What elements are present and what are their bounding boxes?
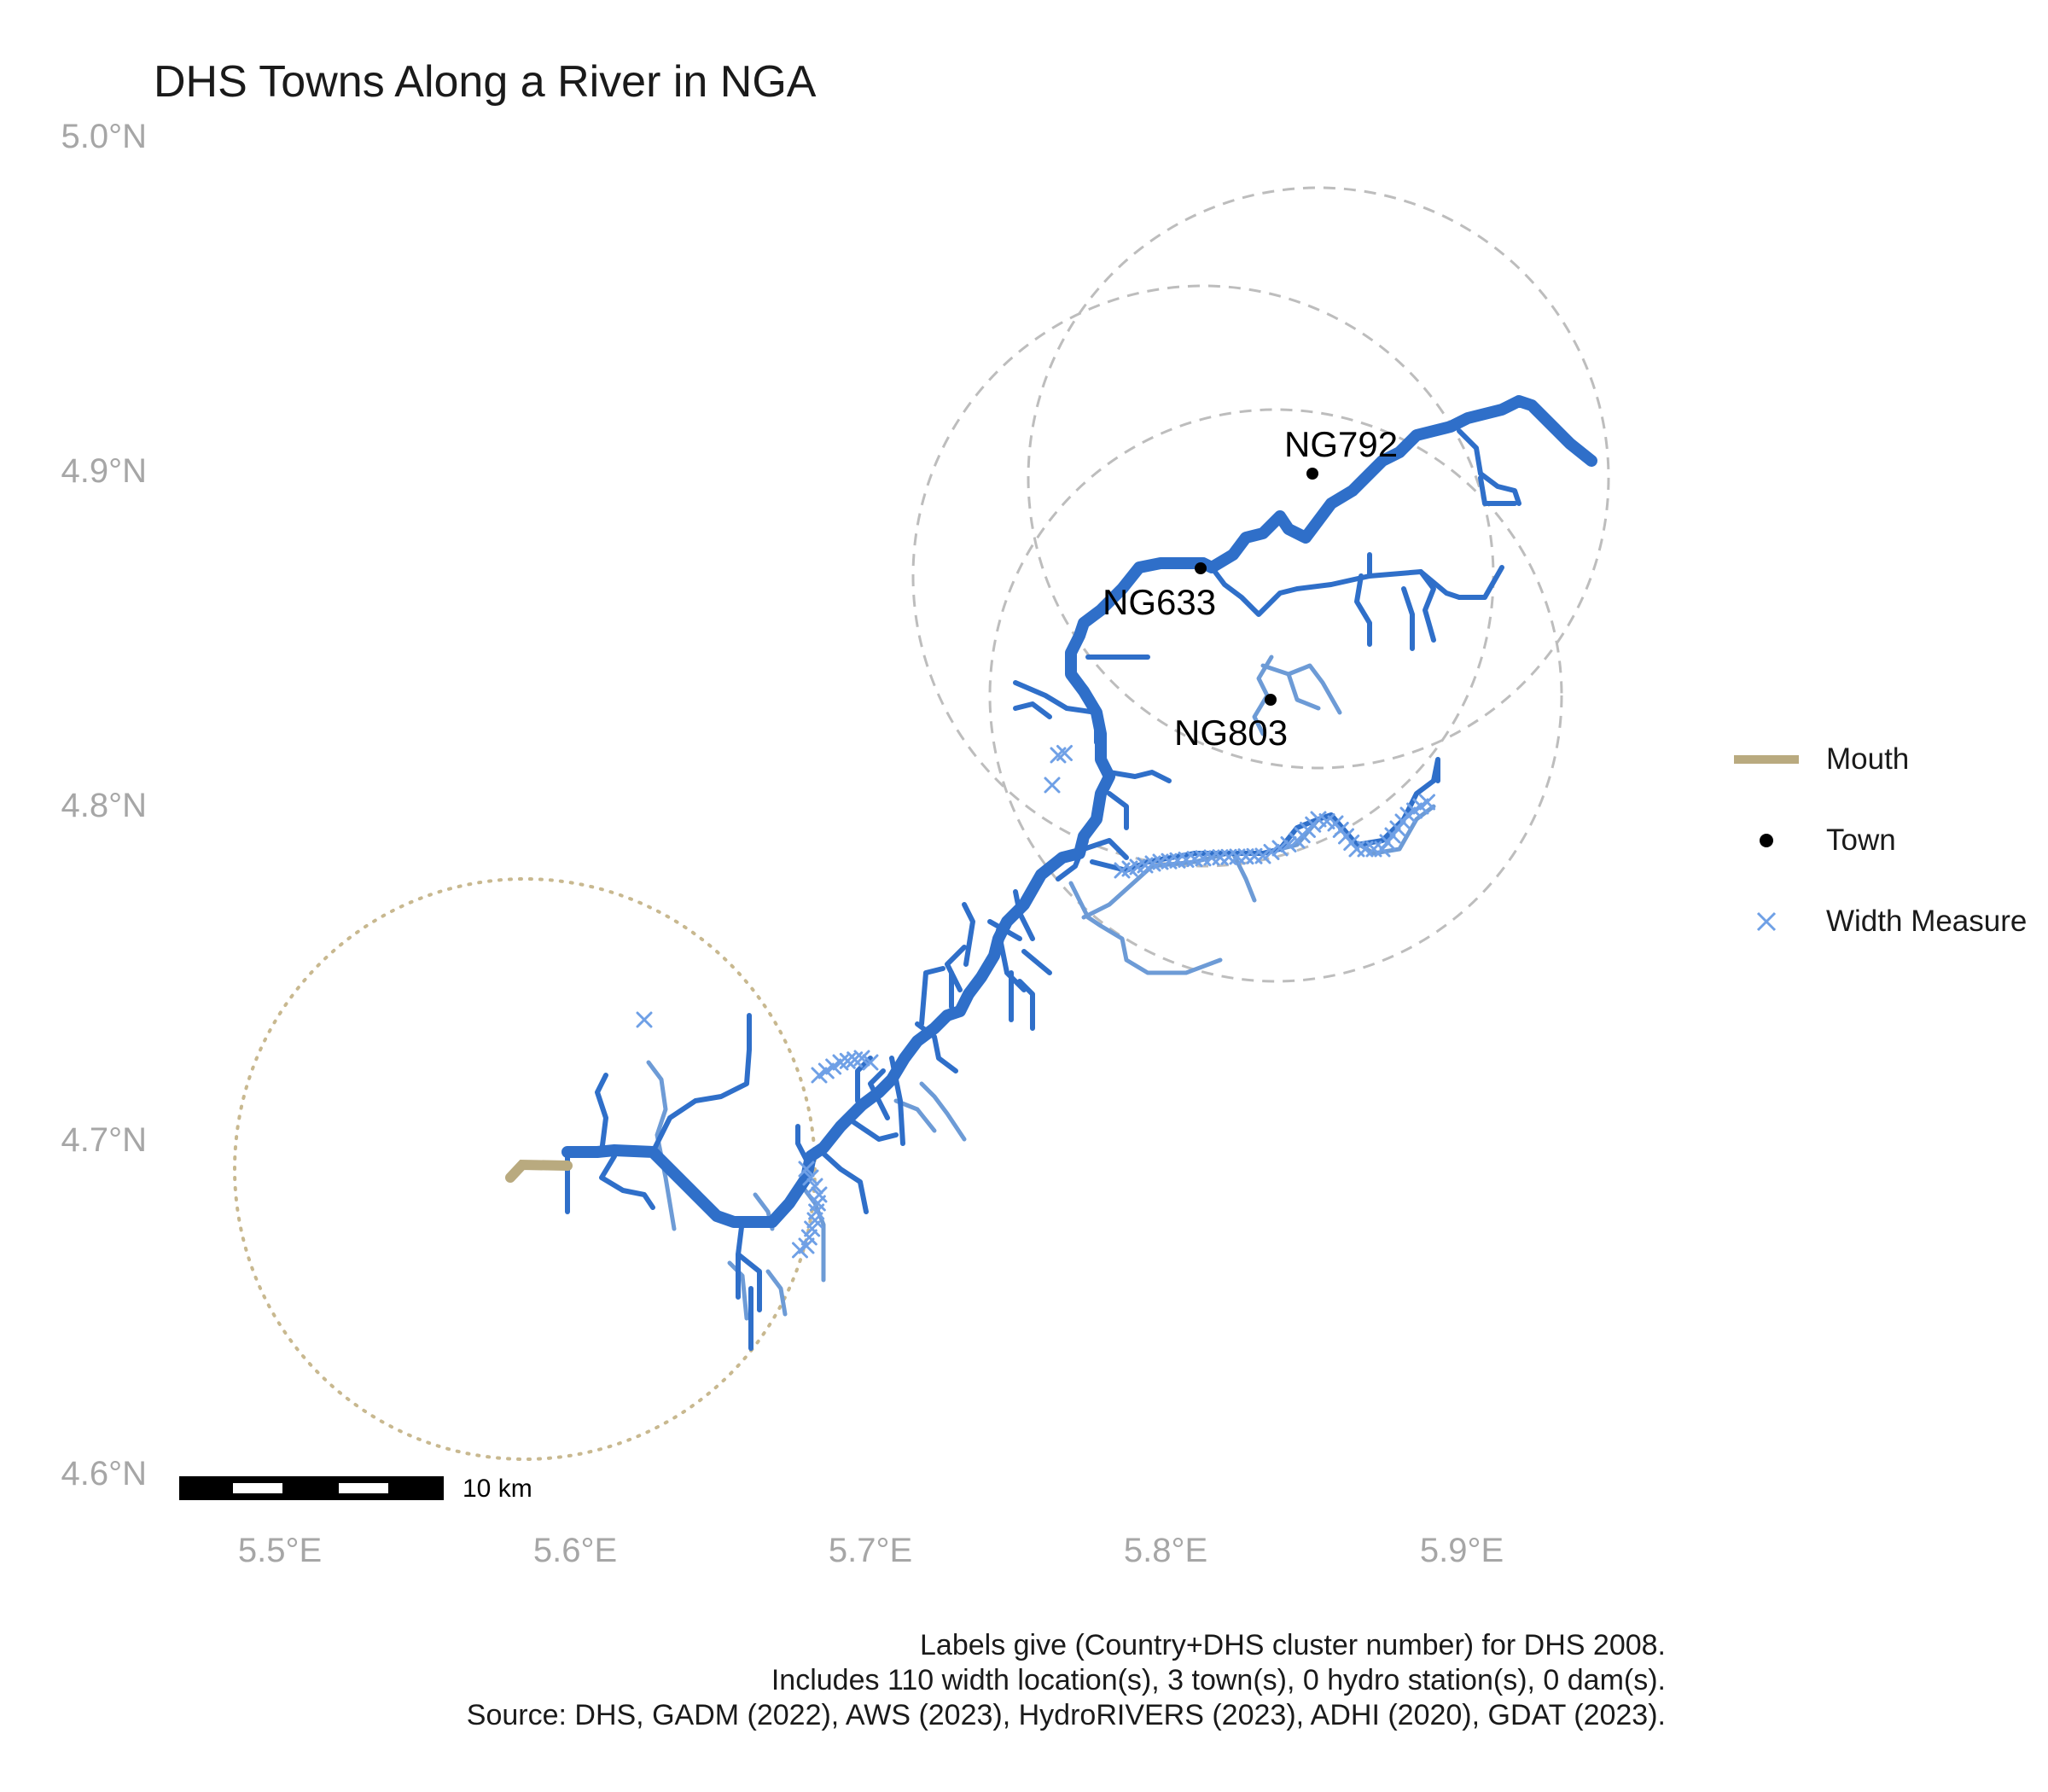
legend-key-town bbox=[1724, 815, 1809, 866]
river-segment bbox=[919, 1081, 967, 1142]
river-segment bbox=[1021, 949, 1052, 975]
river-segment bbox=[1478, 475, 1517, 506]
width-measure-mark bbox=[1419, 794, 1435, 811]
river-segment bbox=[1068, 881, 1223, 975]
width-measure-mark bbox=[1254, 847, 1271, 864]
legend-label: Town bbox=[1826, 823, 1896, 857]
main-river bbox=[561, 395, 1597, 1228]
town-label: NG633 bbox=[1103, 582, 1216, 622]
mouth-segment bbox=[505, 1159, 573, 1183]
y-tick-label: 4.6°N bbox=[61, 1455, 148, 1492]
town-label: NG803 bbox=[1174, 713, 1288, 753]
river-segment bbox=[646, 1060, 677, 1231]
y-tick-label: 4.7°N bbox=[61, 1121, 148, 1159]
river-segment bbox=[1457, 428, 1521, 506]
scale-bar-label: 10 km bbox=[463, 1475, 532, 1503]
river-segment bbox=[845, 1115, 899, 1142]
river-segment bbox=[736, 1252, 762, 1312]
width-measure-mark bbox=[800, 1229, 817, 1246]
river-segment bbox=[727, 1260, 749, 1321]
width-measure-mark bbox=[811, 1067, 828, 1084]
river-segment bbox=[962, 902, 975, 967]
x-tick-label: 5.8°E bbox=[1124, 1532, 1207, 1569]
width-measure-mark bbox=[1271, 840, 1289, 857]
caption-line: Includes 110 width location(s), 3 town(s… bbox=[771, 1664, 1666, 1696]
legend-item-mouth: Mouth bbox=[1724, 734, 2048, 785]
river-segment bbox=[1081, 838, 1129, 860]
river-segment bbox=[599, 1154, 655, 1210]
town-label: NG792 bbox=[1284, 424, 1398, 464]
town-point bbox=[1265, 694, 1277, 706]
river-segment bbox=[1017, 979, 1035, 1031]
width-measure-mark bbox=[636, 1011, 653, 1028]
river-segment bbox=[893, 1098, 937, 1133]
caption-line: Labels give (Country+DHS cluster number)… bbox=[920, 1629, 1666, 1661]
legend-item-width-measure: Width Measure bbox=[1724, 896, 2048, 947]
caption-line: Source: DHS, GADM (2022), AWS (2023), Hy… bbox=[466, 1699, 1666, 1731]
width-measure-mark bbox=[853, 1050, 870, 1067]
legend-label: Mouth bbox=[1826, 742, 1910, 776]
width-measures bbox=[636, 745, 1435, 1259]
width-measure-mark bbox=[1056, 745, 1073, 761]
river-segment bbox=[1107, 770, 1172, 783]
width-measure-mark bbox=[817, 1062, 835, 1079]
y-tick-label: 5.0°N bbox=[61, 118, 148, 155]
scale-bar-frame bbox=[179, 1476, 444, 1500]
caption: Labels give (Country+DHS cluster number)… bbox=[467, 1628, 1666, 1733]
river-segment bbox=[650, 1013, 752, 1155]
river-segment bbox=[1286, 672, 1321, 711]
river-segment bbox=[1401, 586, 1415, 651]
scale-bar-segment bbox=[339, 1483, 388, 1493]
river-segment bbox=[919, 966, 945, 1027]
width-measure-mark bbox=[862, 1054, 879, 1071]
mouth-buffer-circle bbox=[233, 877, 817, 1461]
width-measure-mark bbox=[1280, 836, 1297, 852]
width-measure-mark bbox=[802, 1169, 819, 1186]
width-measure-mark bbox=[1263, 844, 1280, 860]
width-measure-mark bbox=[798, 1161, 815, 1178]
y-tick-label: 4.8°N bbox=[61, 787, 148, 824]
river-segment bbox=[1354, 573, 1372, 647]
towns bbox=[1195, 468, 1318, 706]
river-segment bbox=[819, 1149, 869, 1214]
river-segment bbox=[1013, 701, 1052, 719]
town-point bbox=[1306, 468, 1318, 480]
river-segment bbox=[1431, 757, 1440, 783]
y-tick-label: 4.9°N bbox=[61, 452, 148, 490]
map-title: DHS Towns Along a River in NGA bbox=[154, 57, 817, 107]
width-measure-mark bbox=[804, 1220, 821, 1237]
river-segment bbox=[765, 1269, 788, 1317]
scale-bar bbox=[179, 1476, 444, 1500]
width-measure-mark bbox=[825, 1058, 842, 1075]
river-segment bbox=[945, 945, 967, 992]
legend-key-width-measure bbox=[1724, 896, 1809, 947]
town-buffer-circle bbox=[1027, 186, 1610, 770]
width-measure-mark bbox=[792, 1242, 808, 1259]
legend-label: Width Measure bbox=[1826, 905, 2028, 938]
river-segment bbox=[595, 1073, 608, 1155]
river-segment bbox=[1209, 565, 1504, 617]
river-segment bbox=[1260, 663, 1342, 715]
legend-key-mouth bbox=[1724, 734, 1809, 785]
river-segment bbox=[1107, 791, 1129, 830]
river-network bbox=[561, 395, 1597, 1351]
town-buffer-circle bbox=[911, 284, 1495, 868]
scale-bar-segment bbox=[233, 1483, 282, 1493]
river-segment bbox=[868, 1068, 890, 1120]
legend-item-town: Town bbox=[1724, 815, 2048, 866]
x-tick-label: 5.7°E bbox=[829, 1532, 912, 1569]
town-buffers bbox=[911, 186, 1610, 983]
width-measure-mark bbox=[806, 1178, 823, 1195]
x-tick-label: 5.9°E bbox=[1420, 1532, 1504, 1569]
width-measure-mark bbox=[1044, 777, 1061, 794]
town-buffer-circle bbox=[988, 408, 1563, 983]
x-tick-label: 5.5°E bbox=[238, 1532, 322, 1569]
x-tick-label: 5.6°E bbox=[533, 1532, 617, 1569]
river-segment bbox=[1231, 851, 1257, 903]
width-measure-mark bbox=[806, 1212, 823, 1229]
river-segment bbox=[1418, 569, 1436, 643]
town-point bbox=[1195, 562, 1207, 574]
